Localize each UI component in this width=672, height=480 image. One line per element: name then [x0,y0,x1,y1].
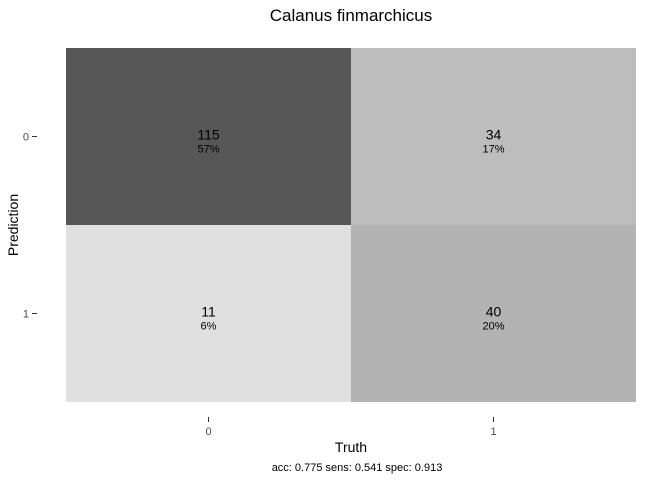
heatmap-cells [66,48,636,402]
cell-count-label: 40 [486,304,502,320]
cell-count-label: 11 [201,304,216,320]
heatmap-cell [66,48,351,225]
y-tick-label: 1 [23,309,29,321]
cell-percent-label: 6% [201,321,217,333]
x-tick-label: 1 [490,426,496,438]
x-tick-label: 0 [205,426,211,438]
x-axis-title: Truth [335,439,367,455]
y-tick-label: 0 [23,132,29,144]
cell-count-label: 115 [197,127,220,143]
axis-ticks: 0 1 0 1 [23,132,497,439]
y-axis-title: Prediction [5,194,21,256]
cell-percent-label: 17% [482,144,504,156]
heatmap-cell [351,225,636,402]
cell-count-label: 34 [486,127,502,143]
heatmap-cell [66,225,351,402]
cell-percent-label: 57% [197,144,219,156]
metrics-caption: acc: 0.775 sens: 0.541 spec: 0.913 [272,462,443,474]
cell-percent-label: 20% [482,321,504,333]
heatmap-cell [351,48,636,225]
chart-title: Calanus finmarchicus [270,6,433,25]
